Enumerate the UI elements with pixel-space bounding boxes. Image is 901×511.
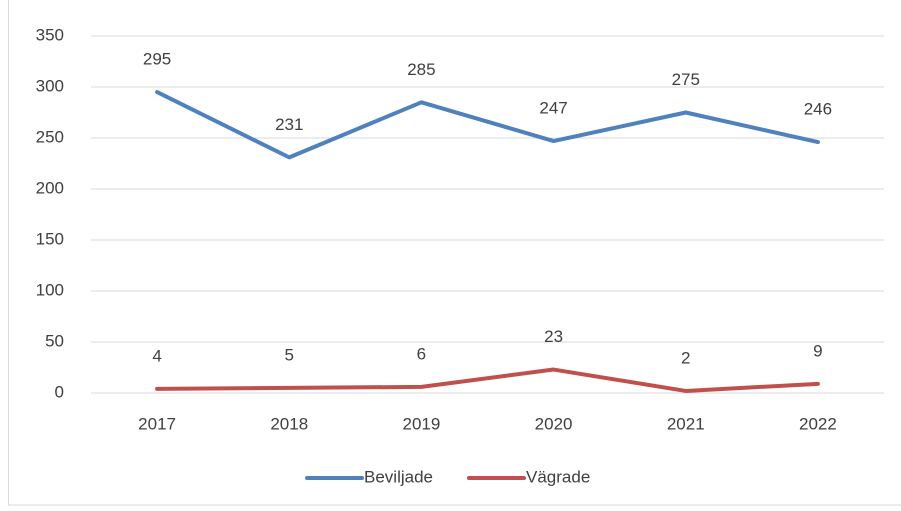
data-label: 231 (275, 115, 303, 134)
x-tick-label: 2019 (403, 414, 441, 433)
data-label: 23 (544, 327, 563, 346)
legend-label: Beviljade (364, 467, 433, 486)
data-label: 247 (539, 99, 567, 118)
data-label: 246 (804, 100, 832, 119)
data-label: 295 (143, 50, 171, 69)
y-tick-label: 200 (36, 178, 64, 197)
x-tick-label: 2017 (138, 414, 176, 433)
y-tick-label: 0 (55, 382, 64, 401)
x-tick-label: 2022 (799, 414, 837, 433)
data-label: 285 (407, 60, 435, 79)
series-line (155, 90, 820, 160)
y-tick-label: 150 (36, 229, 64, 248)
x-tick-label: 2021 (667, 414, 705, 433)
y-tick-label: 50 (45, 331, 64, 350)
y-tick-label: 350 (36, 25, 64, 44)
x-tick-label: 2018 (270, 414, 308, 433)
series-line (155, 367, 820, 393)
data-label: 9 (813, 341, 822, 360)
y-tick-label: 250 (36, 127, 64, 146)
data-label: 6 (417, 344, 426, 363)
data-label: 275 (672, 70, 700, 89)
y-tick-label: 100 (36, 280, 64, 299)
legend-label: Vägrade (526, 467, 590, 486)
x-tick-label: 2020 (535, 414, 573, 433)
y-tick-label: 300 (36, 76, 64, 95)
chart-border (8, 0, 901, 506)
data-label: 5 (285, 345, 294, 364)
data-label: 4 (152, 346, 161, 365)
data-label: 2 (681, 348, 690, 367)
